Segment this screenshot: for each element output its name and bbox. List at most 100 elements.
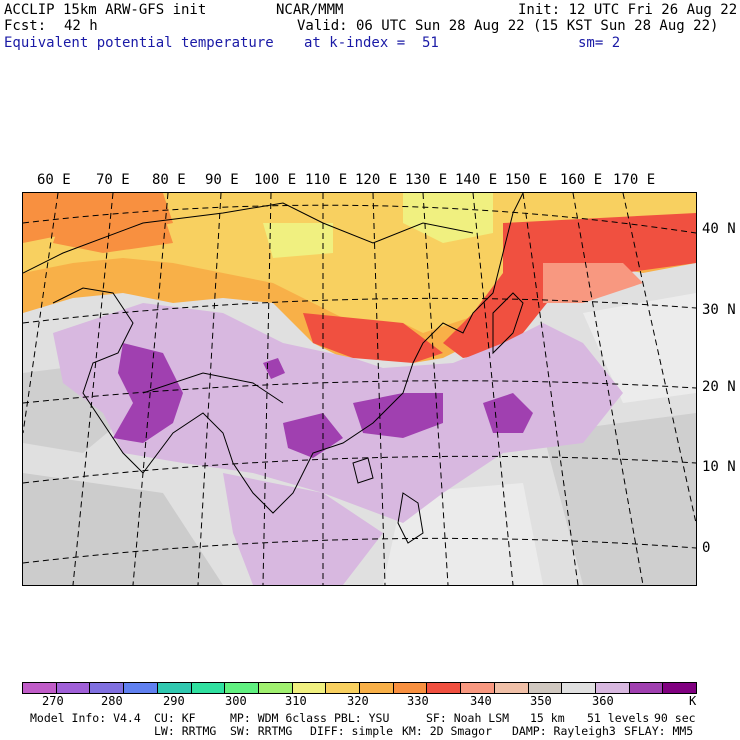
colorbar-label: 360 — [592, 694, 614, 708]
lon-label: 170 E — [613, 172, 656, 188]
colorbar-swatch — [326, 683, 361, 693]
colorbar-swatch — [629, 683, 664, 693]
colorbar-label: 310 — [285, 694, 307, 708]
coastlines — [23, 193, 524, 544]
lat-label: 30 N — [702, 302, 736, 318]
border — [23, 202, 474, 274]
lon-label: 90 E — [205, 172, 239, 188]
lon-label: 100 E — [254, 172, 297, 188]
lon-line — [522, 193, 579, 585]
lon-label: 160 E — [560, 172, 603, 188]
lon-line — [23, 193, 59, 434]
gray-region — [543, 413, 696, 585]
lon-line — [72, 193, 114, 585]
footer-item: SFLAY: MM5 — [624, 724, 694, 738]
lon-line — [422, 193, 449, 585]
colorbar-label: 290 — [163, 694, 185, 708]
colorbar — [22, 682, 697, 694]
colorbar-swatch — [124, 683, 158, 693]
coastline — [352, 457, 374, 484]
lon-label: 110 E — [305, 172, 348, 188]
yellow-region — [403, 193, 493, 243]
forecast-label: Fcst: — [4, 18, 47, 34]
level-index: at k-index = 51 — [304, 35, 439, 51]
red-region — [303, 313, 443, 363]
footer-item: 90 sec — [654, 711, 696, 725]
init-time: Init: 12 UTC Fri 26 Aug 22 — [518, 2, 738, 18]
colorbar-label: 330 — [407, 694, 429, 708]
coastline — [492, 292, 524, 355]
field-name: Equivalent potential temperature — [4, 35, 274, 51]
colorbar-label: 350 — [530, 694, 552, 708]
colorbar-swatch — [494, 683, 529, 693]
lon-label: 150 E — [505, 172, 548, 188]
lat-label: 20 N — [702, 379, 736, 395]
light-region — [583, 293, 696, 403]
forecast-hour: 42 h — [64, 18, 98, 34]
border — [142, 372, 284, 404]
colorbar-swatch — [461, 683, 495, 693]
pink-region — [543, 263, 643, 303]
lon-label: 60 E — [37, 172, 71, 188]
model-title: ACCLIP 15km ARW-GFS init — [4, 2, 207, 18]
lon-line — [472, 193, 514, 585]
footer-item: SW: RRTMG — [230, 724, 293, 738]
lat-label: 10 N — [702, 459, 736, 475]
lon-label: 120 E — [355, 172, 398, 188]
colorbar-swatch — [258, 683, 293, 693]
yellow-region — [263, 223, 333, 258]
purple-core — [283, 413, 343, 458]
light-region — [383, 483, 543, 585]
colorbar-swatch — [23, 683, 57, 693]
lavender-region — [53, 303, 623, 523]
colorbar-swatch — [393, 683, 428, 693]
lat-label: 40 N — [702, 221, 736, 237]
lavender-region — [223, 473, 383, 585]
colorbar-label: 300 — [225, 694, 247, 708]
footer-item: Model Info: V4.4 — [30, 711, 141, 725]
lon-label: 80 E — [152, 172, 186, 188]
footer-item: PBL: YSU — [334, 711, 390, 725]
map-panel — [22, 192, 697, 586]
lon-line — [197, 193, 222, 585]
colorbar-swatch — [562, 683, 596, 693]
lat-label: 0 — [702, 540, 711, 556]
footer-item: 51 levels — [587, 711, 650, 725]
colorbar-swatch — [292, 683, 327, 693]
lon-label: 70 E — [96, 172, 130, 188]
colorbar-label: 340 — [470, 694, 492, 708]
lon-label: 140 E — [455, 172, 498, 188]
lon-line — [372, 193, 386, 585]
colorbar-swatch — [360, 683, 394, 693]
coastline — [397, 492, 424, 544]
footer-item: DIFF: simple — [310, 724, 394, 738]
colorbar-label: 320 — [347, 694, 369, 708]
lon-line — [262, 193, 272, 585]
smoothing: sm= 2 — [578, 35, 621, 51]
valid-time: Valid: 06 UTC Sun 28 Aug 22 (15 KST Sun … — [297, 18, 719, 34]
colorbar-swatch — [528, 683, 563, 693]
colorbar-swatch — [90, 683, 125, 693]
footer-item: LW: RRTMG — [154, 724, 217, 738]
footer-item: 15 km — [530, 711, 565, 725]
colorbar-unit: K — [689, 694, 697, 708]
colorbar-swatch — [157, 683, 192, 693]
colorbar-label: 270 — [42, 694, 64, 708]
theta-e-field — [23, 193, 696, 585]
lon-line — [572, 193, 644, 585]
colorbar-swatch — [225, 683, 259, 693]
purple-core — [113, 343, 183, 443]
footer-item: CU: KF — [154, 711, 196, 725]
lon-line — [622, 193, 696, 524]
footer-item: MP: WDM 6class — [230, 711, 327, 725]
colorbar-swatch — [595, 683, 630, 693]
purple-core — [263, 358, 285, 379]
colorbar-swatch — [56, 683, 91, 693]
purple-core — [353, 393, 443, 438]
colorbar-label: 280 — [101, 694, 123, 708]
footer-item: SF: Noah LSM — [426, 711, 510, 725]
footer-item: KM: 2D Smagor — [402, 724, 493, 738]
purple-core — [483, 393, 533, 433]
organization: NCAR/MMM — [276, 2, 344, 18]
red-region — [443, 213, 696, 358]
